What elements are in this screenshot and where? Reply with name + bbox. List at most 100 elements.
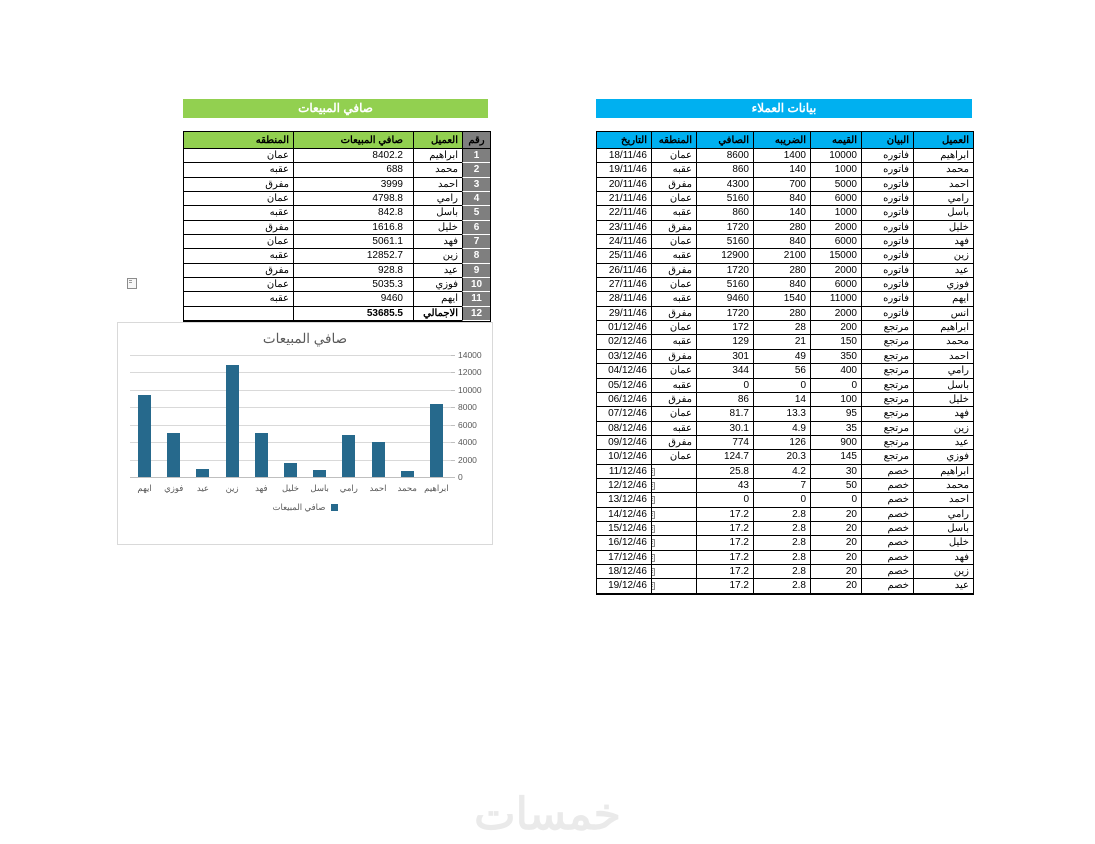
- cell-date[interactable]: 17/12/46: [597, 551, 651, 565]
- cell-customer[interactable]: خليل: [913, 220, 973, 236]
- cell-customer[interactable]: ابراهيم: [413, 149, 462, 164]
- cell-region[interactable]: عقبه: [651, 249, 696, 264]
- cell-region[interactable]: مفرق: [651, 220, 696, 236]
- chart-legend[interactable]: صافي المبيعات: [118, 502, 492, 513]
- cell-num[interactable]: 4: [462, 192, 490, 207]
- object-marker-icon[interactable]: [127, 278, 137, 289]
- cell-date[interactable]: 18/11/46: [597, 149, 651, 164]
- cell-customer[interactable]: فهد: [913, 407, 973, 422]
- cell-customer[interactable]: عيد: [913, 435, 973, 451]
- cell-date[interactable]: 26/11/46: [597, 264, 651, 279]
- cell-date[interactable]: 24/11/46: [597, 235, 651, 250]
- cell-value[interactable]: 0: [810, 493, 861, 508]
- cell-tax[interactable]: 0: [753, 493, 810, 508]
- cell-tax[interactable]: 280: [753, 263, 810, 279]
- cell-customer[interactable]: محمد: [913, 478, 973, 494]
- header-cell-customer[interactable]: العميل: [913, 132, 973, 149]
- cell-date[interactable]: 18/12/46: [597, 565, 651, 580]
- cell-value[interactable]: 20: [810, 521, 861, 537]
- cell-tax[interactable]: 700: [753, 177, 810, 193]
- cell-net[interactable]: 688: [293, 163, 413, 178]
- chart-bar[interactable]: [138, 394, 152, 477]
- cell-customer[interactable]: باسل: [413, 206, 462, 221]
- cell-value[interactable]: 20: [810, 536, 861, 551]
- cell-net[interactable]: 17.2: [696, 579, 753, 594]
- cell-region[interactable]: عمان: [651, 278, 696, 293]
- cell-region[interactable]: عمان: [651, 235, 696, 250]
- chart-bar[interactable]: [284, 462, 297, 477]
- cell-num[interactable]: 8: [462, 249, 490, 264]
- header-cell-value[interactable]: القيمه: [810, 132, 861, 149]
- cell-statement[interactable]: مرتجع: [861, 349, 913, 365]
- smart-tag-icon[interactable]: [652, 567, 655, 576]
- cell-date[interactable]: 21/11/46: [597, 192, 651, 207]
- cell-value[interactable]: 400: [810, 364, 861, 379]
- cell-net[interactable]: 12852.7: [293, 249, 413, 264]
- cell-region[interactable]: مفرق: [184, 178, 293, 193]
- cell-num[interactable]: 5: [462, 206, 490, 221]
- cell-customer[interactable]: فوزي: [913, 450, 973, 465]
- cell-date[interactable]: 27/11/46: [597, 278, 651, 293]
- cell-num[interactable]: 9: [462, 263, 490, 279]
- cell-tax[interactable]: 2.8: [753, 550, 810, 565]
- cell-region[interactable]: عقبه: [184, 249, 293, 264]
- cell-statement[interactable]: خصم: [861, 507, 913, 522]
- cell-tax[interactable]: 49: [753, 349, 810, 365]
- header-cell-date[interactable]: التاريخ: [597, 132, 651, 149]
- cell-value[interactable]: 20: [810, 507, 861, 522]
- cell-date[interactable]: 03/12/46: [597, 350, 651, 365]
- table-row[interactable]: 5 باسل 842.8 عقبه: [184, 206, 490, 221]
- cell-value[interactable]: 50: [810, 478, 861, 494]
- cell-date[interactable]: 04/12/46: [597, 364, 651, 379]
- table-row[interactable]: رامي خصم 20 2.8 17.2 14/12/46: [597, 507, 973, 522]
- cell-net[interactable]: 12900: [696, 249, 753, 264]
- cell-tax[interactable]: 2100: [753, 249, 810, 264]
- cell-net[interactable]: 129: [696, 335, 753, 350]
- table-row[interactable]: فهد مرتجع 95 13.3 81.7 عمان 07/12/46: [597, 407, 973, 422]
- cell-tax[interactable]: 126: [753, 435, 810, 451]
- table-row[interactable]: باسل فاتوره 1000 140 860 عقبه 22/11/46: [597, 206, 973, 221]
- cell-num[interactable]: 10: [462, 278, 490, 293]
- cell-value[interactable]: 20: [810, 579, 861, 594]
- cell-net[interactable]: 4300: [696, 177, 753, 193]
- cell-statement[interactable]: فاتوره: [861, 278, 913, 293]
- cell-value[interactable]: 5000: [810, 177, 861, 193]
- cell-date[interactable]: 28/11/46: [597, 292, 651, 307]
- table-row[interactable]: انس فاتوره 2000 280 1720 مفرق 29/11/46: [597, 306, 973, 322]
- table-row[interactable]: 10 فوزي 5035.3 عمان: [184, 278, 490, 293]
- cell-tax[interactable]: 4.2: [753, 464, 810, 479]
- cell-region[interactable]: [651, 536, 696, 551]
- header-cell-net[interactable]: الصافي: [696, 132, 753, 149]
- cell-net[interactable]: 86: [696, 392, 753, 408]
- cell-net[interactable]: 17.2: [696, 564, 753, 580]
- cell-value[interactable]: 35: [810, 421, 861, 436]
- cell-tax[interactable]: 2.8: [753, 564, 810, 580]
- cell-customer[interactable]: باسل: [913, 378, 973, 393]
- cell-statement[interactable]: خصم: [861, 564, 913, 580]
- cell-net[interactable]: 0: [696, 378, 753, 393]
- cell-value[interactable]: 200: [810, 321, 861, 336]
- cell-tax[interactable]: 1400: [753, 149, 810, 164]
- cell-customer[interactable]: فوزي: [413, 278, 462, 293]
- cell-value[interactable]: 2000: [810, 263, 861, 279]
- cell-date[interactable]: 01/12/46: [597, 321, 651, 336]
- header-cell-region[interactable]: المنطقه: [184, 132, 293, 149]
- cell-region[interactable]: مفرق: [184, 221, 293, 236]
- table-row[interactable]: احمد فاتوره 5000 700 4300 مفرق 20/11/46: [597, 177, 973, 193]
- cell-customer[interactable]: محمد: [913, 163, 973, 178]
- cell-customer[interactable]: باسل: [913, 206, 973, 221]
- cell-region[interactable]: [184, 307, 293, 322]
- cell-statement[interactable]: فاتوره: [861, 177, 913, 193]
- cell-customer[interactable]: فهد: [913, 550, 973, 565]
- cell-customer[interactable]: فهد: [413, 235, 462, 250]
- cell-region[interactable]: عمان: [651, 364, 696, 379]
- cell-customer[interactable]: رامي: [913, 364, 973, 379]
- cell-region[interactable]: عمان: [184, 278, 293, 293]
- cell-customer[interactable]: ايهم: [413, 292, 462, 307]
- table-row[interactable]: خليل مرتجع 100 14 86 مفرق 06/12/46: [597, 392, 973, 408]
- cell-customer[interactable]: خليل: [413, 220, 462, 236]
- cell-tax[interactable]: 2.8: [753, 536, 810, 551]
- cell-customer[interactable]: ابراهيم: [913, 149, 973, 164]
- cell-net[interactable]: 774: [696, 435, 753, 451]
- cell-date[interactable]: 12/12/46: [597, 479, 651, 494]
